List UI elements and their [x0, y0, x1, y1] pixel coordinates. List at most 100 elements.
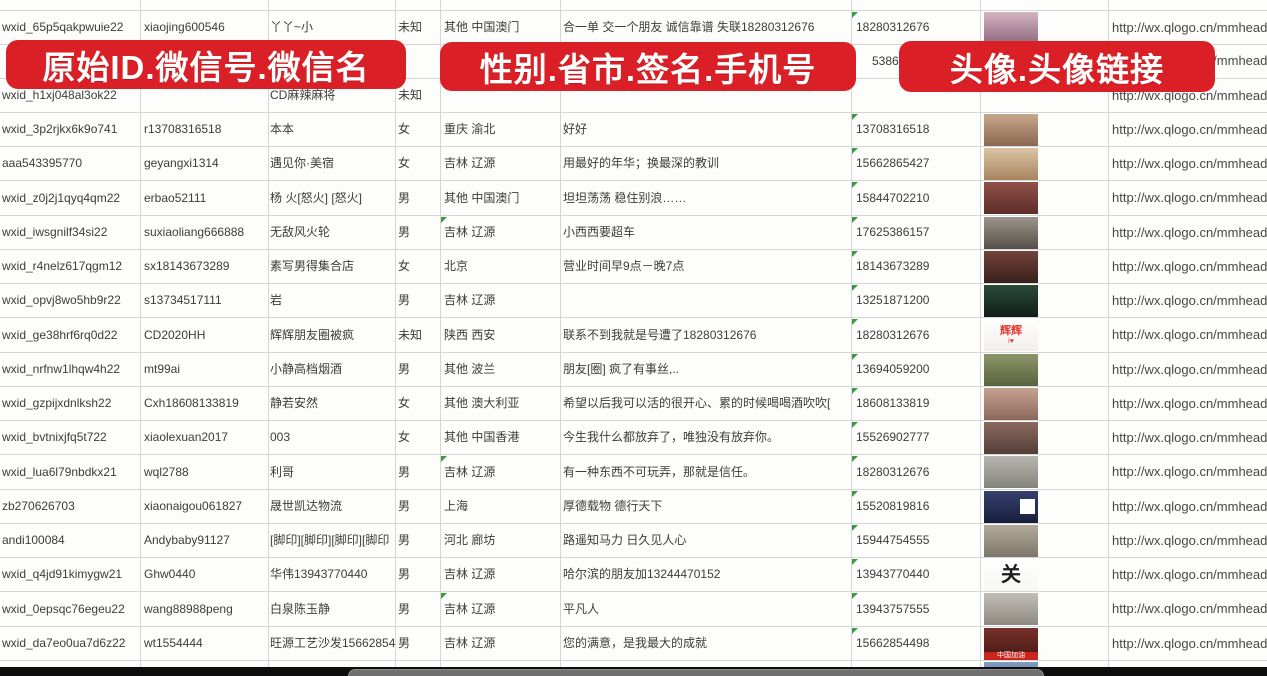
cell-url[interactable]: http://wx.qlogo.cn/mmhead: [1112, 190, 1267, 205]
cell-region[interactable]: 上海: [444, 499, 469, 513]
cell-wxid[interactable]: zb270626703: [2, 499, 75, 513]
cell-gender[interactable]: 女: [398, 122, 411, 136]
cell-region[interactable]: 其他 中国澳门: [444, 20, 520, 34]
cell-url[interactable]: http://wx.qlogo.cn/mmhead: [1112, 567, 1267, 582]
cell-signature[interactable]: 朋友[圈] 疯了有事丝,..: [563, 362, 680, 376]
cell-id[interactable]: sx18143673289: [144, 259, 230, 273]
cell-phone[interactable]: 13943757555: [856, 602, 930, 616]
cell-wxid[interactable]: andi100084: [2, 533, 65, 547]
cell-name[interactable]: 本本: [270, 122, 295, 136]
cell-url[interactable]: http://wx.qlogo.cn/mmhead: [1112, 533, 1267, 548]
cell-phone[interactable]: 5386: [872, 54, 899, 68]
cell-id[interactable]: mt99ai: [144, 362, 181, 376]
avatar-image[interactable]: [984, 354, 1038, 386]
cell-id[interactable]: wt1554444: [144, 636, 203, 650]
cell-gender[interactable]: 男: [398, 499, 411, 513]
cell-name[interactable]: 辉辉朋友圈被疯: [270, 328, 355, 342]
cell-name[interactable]: 利哥: [270, 465, 295, 479]
cell-signature[interactable]: 有一种东西不可玩弄，那就是信任。: [563, 465, 756, 479]
cell-region[interactable]: 其他 中国澳门: [444, 191, 520, 205]
cell-gender[interactable]: 男: [398, 636, 411, 650]
cell-url[interactable]: http://wx.qlogo.cn/mmhead: [1112, 20, 1267, 35]
cell-url[interactable]: http://wx.qlogo.cn/mmhead: [1112, 362, 1267, 377]
cell-url[interactable]: http://wx.qlogo.cn/mmhead: [1112, 327, 1267, 342]
cell-phone[interactable]: 15520819816: [856, 499, 930, 513]
avatar-image[interactable]: [984, 114, 1038, 146]
cell-gender[interactable]: 男: [398, 191, 411, 205]
cell-region[interactable]: 陕西 西安: [444, 328, 496, 342]
horizontal-scrollbar-thumb[interactable]: [348, 669, 1044, 676]
cell-wxid[interactable]: wxid_q4jd91kimygw21: [2, 567, 123, 581]
cell-gender[interactable]: 女: [398, 156, 411, 170]
cell-phone[interactable]: 13694059200: [856, 362, 930, 376]
cell-region[interactable]: 吉林 辽源: [444, 156, 496, 170]
cell-name[interactable]: 素写男得集合店: [270, 259, 355, 273]
cell-region[interactable]: 吉林 辽源: [444, 636, 496, 650]
avatar-image[interactable]: [984, 217, 1038, 249]
cell-name[interactable]: 华伟13943770440: [270, 567, 368, 581]
cell-id[interactable]: s13734517111: [144, 293, 222, 307]
cell-url[interactable]: http://wx.qlogo.cn/mmhead: [1112, 156, 1267, 171]
cell-gender[interactable]: 男: [398, 225, 411, 239]
cell-signature[interactable]: 用最好的年华；换最深的教训: [563, 156, 720, 170]
cell-name[interactable]: 杨 火[怒火] [怒火]: [270, 191, 363, 205]
cell-url[interactable]: http://wx.qlogo.cn/mmhead: [1112, 122, 1267, 137]
cell-url[interactable]: http://wx.qlogo.cn/mmhead: [1112, 396, 1267, 411]
cell-name[interactable]: [脚印][脚印][脚印][脚印: [270, 533, 390, 547]
cell-signature[interactable]: 联系不到我就是号遭了18280312676: [563, 328, 757, 342]
cell-phone[interactable]: 18608133819: [856, 396, 930, 410]
cell-region[interactable]: 北京: [444, 259, 469, 273]
cell-gender[interactable]: 男: [398, 293, 411, 307]
cell-id[interactable]: suxiaoliang666888: [144, 225, 245, 239]
cell-phone[interactable]: 18143673289: [856, 259, 930, 273]
avatar-image[interactable]: [984, 12, 1038, 44]
cell-signature[interactable]: 坦坦荡荡 稳住别浪……: [563, 191, 687, 205]
cell-url[interactable]: http://wx.qlogo.cn/mmhead: [1112, 430, 1267, 445]
cell-gender[interactable]: 未知: [398, 328, 423, 342]
cell-region[interactable]: 河北 廊坊: [444, 533, 496, 547]
cell-name[interactable]: 003: [270, 430, 291, 444]
cell-phone[interactable]: 13943770440: [856, 567, 930, 581]
cell-gender[interactable]: 女: [398, 430, 411, 444]
cell-wxid[interactable]: wxid_opvj8wo5hb9r22: [2, 293, 121, 307]
cell-region[interactable]: 重庆 渝北: [444, 122, 496, 136]
avatar-image[interactable]: [984, 182, 1038, 214]
cell-wxid[interactable]: wxid_0epsqc76egeu22: [2, 602, 125, 616]
cell-signature[interactable]: 路遥知马力 日久见人心: [563, 533, 687, 547]
cell-phone[interactable]: 18280312676: [856, 328, 930, 342]
cell-gender[interactable]: 男: [398, 465, 411, 479]
cell-gender[interactable]: 男: [398, 602, 411, 616]
avatar-image[interactable]: [984, 285, 1038, 317]
avatar-image[interactable]: [984, 388, 1038, 420]
cell-id[interactable]: CD2020HH: [144, 328, 206, 342]
cell-phone[interactable]: 15662854498: [856, 636, 930, 650]
cell-name[interactable]: 丫丫~小: [270, 20, 314, 34]
cell-name[interactable]: CD麻辣麻将: [270, 88, 336, 102]
cell-wxid[interactable]: wxid_r4nelz617qgm12: [2, 259, 123, 273]
avatar-image[interactable]: 中国加油: [984, 628, 1038, 660]
cell-url[interactable]: http://wx.qlogo.cn/mmhead: [1112, 259, 1267, 274]
cell-id[interactable]: r13708316518: [144, 122, 222, 136]
cell-name[interactable]: 静若安然: [270, 396, 319, 410]
cell-region[interactable]: 吉林 辽源: [444, 567, 496, 581]
cell-region[interactable]: 其他 中国香港: [444, 430, 520, 444]
cell-phone[interactable]: 15526902777: [856, 430, 930, 444]
cell-signature[interactable]: 希望以后我可以活的很开心、累的时候喝喝酒吹吹[: [563, 396, 831, 410]
cell-wxid[interactable]: wxid_h1xj048al3ok22: [2, 88, 117, 102]
cell-wxid[interactable]: wxid_65p5qakpwuie22: [2, 20, 124, 34]
cell-phone[interactable]: 13708316518: [856, 122, 930, 136]
cell-region[interactable]: 吉林 辽源: [444, 225, 496, 239]
cell-wxid[interactable]: wxid_lua6l79nbdkx21: [2, 465, 117, 479]
cell-id[interactable]: erbao52111: [144, 191, 207, 205]
cell-region[interactable]: 吉林 辽源: [444, 293, 496, 307]
cell-phone[interactable]: 15662865427: [856, 156, 930, 170]
cell-wxid[interactable]: wxid_ge38hrf6rq0d22: [2, 328, 118, 342]
avatar-image[interactable]: [984, 525, 1038, 557]
cell-name[interactable]: 旺源工艺沙发15662854: [270, 636, 396, 650]
cell-name[interactable]: 小静高档烟酒: [270, 362, 343, 376]
cell-gender[interactable]: 女: [398, 259, 411, 273]
cell-wxid[interactable]: wxid_bvtnixjfq5t722: [2, 430, 107, 444]
avatar-image[interactable]: 关: [984, 559, 1038, 591]
cell-url[interactable]: http://wx.qlogo.cn/mmhead: [1112, 499, 1267, 514]
cell-id[interactable]: xiaolexuan2017: [144, 430, 229, 444]
